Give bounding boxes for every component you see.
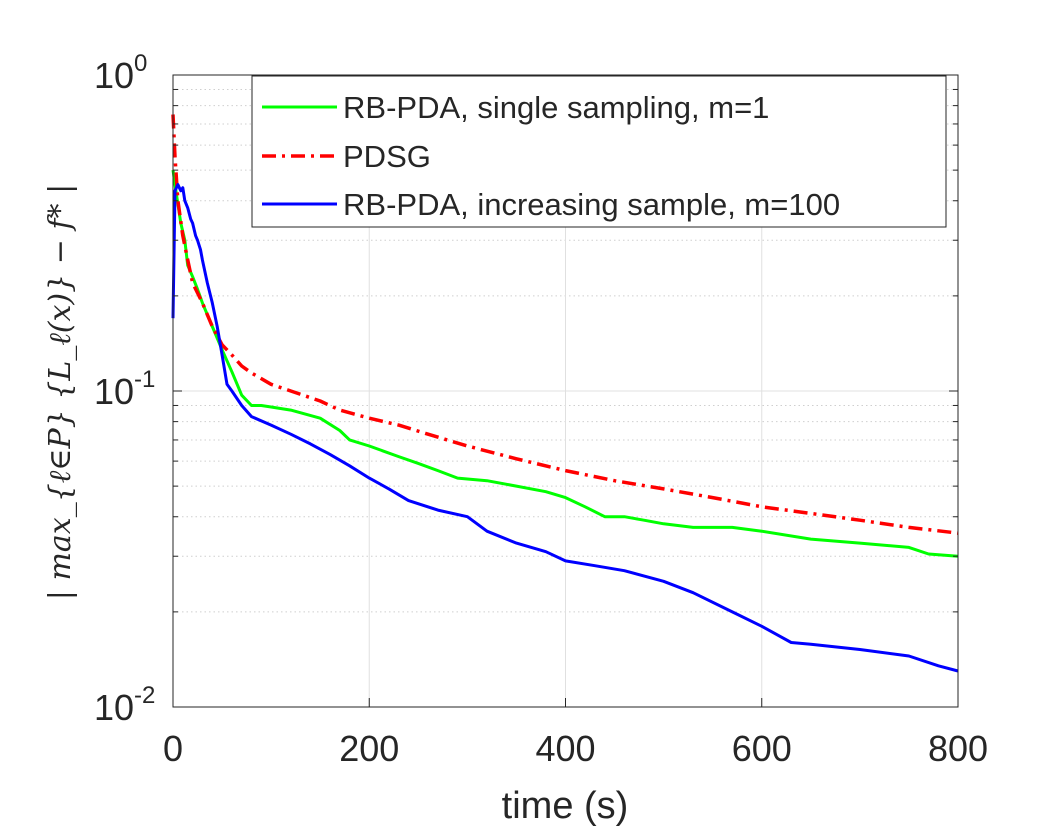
y-tick-base: 10 [94,687,134,728]
y-tick-base: 10 [94,55,134,96]
x-tick-label: 600 [732,728,792,769]
y-tick-label: 100 [94,50,147,96]
y-tick-base: 10 [94,371,134,412]
y-tick-exponent: 0 [134,50,147,77]
series-line-0 [171,169,959,558]
legend-label-increasing-sample: RB-PDA, increasing sample, m=100 [343,187,840,222]
y-axis-label-group: | max_{ℓ∈P} {L_ℓ(x)} − f* | [43,184,78,600]
series-layer [171,114,959,673]
y-tick-exponent: -2 [134,682,155,709]
x-tick-label: 800 [928,728,988,769]
x-tick-label: 0 [163,728,183,769]
x-tick-label: 400 [535,728,595,769]
series-line-2 [171,183,959,673]
y-tick-label: 10-1 [94,366,155,412]
x-axis-label: time (s) [502,785,629,827]
x-tick-label: 200 [339,728,399,769]
axis-ticks [172,74,959,708]
legend-label-single-sampling: RB-PDA, single sampling, m=1 [343,90,769,125]
y-tick-exponent: -1 [134,366,155,393]
y-tick-label: 10-2 [94,682,155,728]
series-line-1 [171,114,959,535]
x-axis-tick-labels: 0 200 400 600 800 [163,728,988,769]
legend: RB-PDA, single sampling, m=1 PDSG RB-PDA… [251,75,947,228]
y-axis-label: | max_{ℓ∈P} {L_ℓ(x)} − f* | [43,184,78,600]
legend-label-pdsg: PDSG [343,139,431,174]
legend-box [251,75,947,228]
